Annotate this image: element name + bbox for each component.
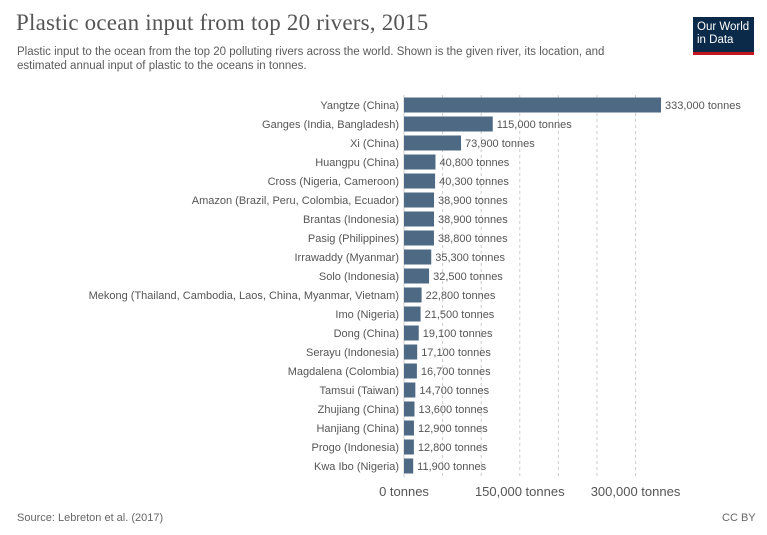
- bar[interactable]: [404, 401, 415, 417]
- category-label: Brantas (Indonesia): [303, 214, 399, 226]
- value-label: 40,300 tonnes: [439, 176, 509, 188]
- bar[interactable]: [404, 230, 434, 246]
- chart-subtitle: Plastic input to the ocean from the top …: [17, 46, 605, 72]
- category-label: Irrawaddy (Myanmar): [294, 252, 399, 264]
- value-label: 38,900 tonnes: [438, 214, 508, 226]
- value-label: 12,900 tonnes: [418, 423, 488, 435]
- value-label: 12,800 tonnes: [418, 442, 488, 454]
- x-tick-label: 150,000 tonnes: [475, 484, 565, 499]
- value-label: 11,900 tonnes: [417, 461, 486, 473]
- bar[interactable]: [404, 325, 419, 341]
- category-label: Pasig (Philippines): [308, 233, 399, 245]
- x-tick-label: 300,000 tonnes: [591, 484, 681, 499]
- value-label: 21,500 tonnes: [425, 309, 495, 321]
- bar[interactable]: [404, 192, 435, 208]
- bar[interactable]: [404, 268, 430, 284]
- category-label: Tamsui (Taiwan): [320, 385, 399, 397]
- chart-title: Plastic ocean input from top 20 rivers, …: [16, 10, 429, 35]
- category-label: Mekong (Thailand, Cambodia, Laos, China,…: [89, 290, 399, 302]
- category-label: Solo (Indonesia): [319, 271, 399, 283]
- logo-line-2: in Data: [697, 34, 734, 46]
- bar[interactable]: [404, 135, 462, 151]
- bar[interactable]: [404, 382, 416, 398]
- value-label: 16,700 tonnes: [421, 366, 491, 378]
- bar[interactable]: [404, 458, 414, 474]
- value-label: 73,900 tonnes: [465, 138, 535, 150]
- source-note[interactable]: Source: Lebreton et al. (2017): [17, 512, 164, 524]
- value-label: 38,900 tonnes: [438, 195, 508, 207]
- category-label: Progo (Indonesia): [312, 442, 399, 454]
- value-label: 19,100 tonnes: [423, 328, 493, 340]
- category-label: Serayu (Indonesia): [306, 347, 399, 359]
- bar[interactable]: [404, 211, 435, 227]
- bar[interactable]: [404, 287, 422, 303]
- bar[interactable]: [404, 173, 436, 189]
- bar[interactable]: [404, 249, 432, 265]
- value-label: 14,700 tonnes: [419, 385, 489, 397]
- value-label: 38,800 tonnes: [438, 233, 508, 245]
- category-label: Hanjiang (China): [316, 423, 399, 435]
- value-label: 17,100 tonnes: [421, 347, 491, 359]
- license-label[interactable]: CC BY: [722, 512, 756, 524]
- category-label: Huangpu (China): [315, 157, 399, 169]
- category-label: Magdalena (Colombia): [288, 366, 399, 378]
- value-label: 13,600 tonnes: [418, 404, 488, 416]
- bar[interactable]: [404, 154, 436, 170]
- bar[interactable]: [404, 344, 418, 360]
- category-label: Zhujiang (China): [318, 404, 399, 416]
- value-label: 35,300 tonnes: [435, 252, 505, 264]
- category-label: Kwa Ibo (Nigeria): [314, 461, 399, 473]
- bar[interactable]: [404, 116, 493, 132]
- category-label: Xi (China): [350, 138, 399, 150]
- value-label: 40,800 tonnes: [439, 157, 509, 169]
- bar[interactable]: [404, 439, 414, 455]
- category-label: Amazon (Brazil, Peru, Colombia, Ecuador): [192, 195, 399, 207]
- value-label: 115,000 tonnes: [497, 119, 573, 131]
- category-label: Ganges (India, Bangladesh): [262, 119, 399, 131]
- bar[interactable]: [404, 306, 421, 322]
- category-label: Imo (Nigeria): [335, 309, 399, 321]
- bar[interactable]: [404, 97, 661, 113]
- bar[interactable]: [404, 420, 414, 436]
- category-label: Dong (China): [334, 328, 399, 340]
- category-label: Cross (Nigeria, Cameroon): [268, 176, 399, 188]
- logo-line-1: Our World: [697, 21, 750, 33]
- category-label: Yangtze (China): [320, 100, 399, 112]
- bar[interactable]: [404, 363, 417, 379]
- value-label: 333,000 tonnes: [665, 100, 741, 112]
- owid-logo[interactable]: Our World in Data: [693, 17, 754, 55]
- x-tick-label: 0 tonnes: [379, 484, 429, 499]
- value-label: 32,500 tonnes: [433, 271, 503, 283]
- value-label: 22,800 tonnes: [426, 290, 496, 302]
